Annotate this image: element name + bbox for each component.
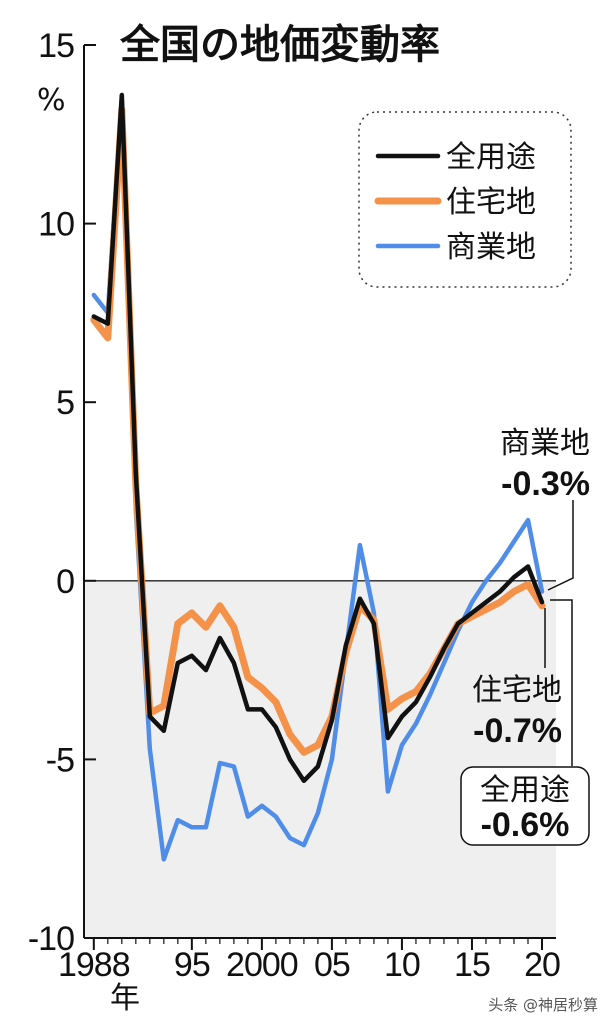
annotation-commercial-leader — [547, 500, 574, 591]
y-tick-label: -10 — [28, 920, 74, 958]
legend-label-2: 商業地 — [446, 230, 536, 265]
annotation-all-use-leader — [550, 599, 573, 766]
x-tick-label: 20 — [524, 946, 560, 984]
x-tick-label: 2000 — [226, 946, 298, 984]
annotation-all-use: 全用途 -0.6% — [460, 599, 590, 846]
legend-label-0: 全用途 — [446, 140, 536, 175]
series-line-2 — [91, 96, 545, 862]
x-tick-label: 05 — [314, 946, 350, 984]
x-tick-label: 10 — [384, 946, 420, 984]
x-tick-label: 95 — [174, 946, 210, 984]
annotation-all-use-box — [460, 766, 590, 846]
annotation-all-use-name: 全用途 — [480, 773, 570, 808]
series-line-0 — [91, 92, 545, 784]
annotation-all-use-value: -0.6% — [481, 806, 570, 844]
y-unit-label: % — [37, 83, 66, 118]
y-tick-label: 10 — [38, 206, 74, 244]
annotation-commercial-name: 商業地 — [500, 426, 590, 461]
series-group — [90, 92, 546, 862]
y-tick-label: 15 — [38, 27, 74, 65]
x-tick-label: 15 — [454, 946, 490, 984]
x-tick-group: 1988 95 2000 05 10 15 20 — [58, 938, 561, 984]
chart-title: 全国の地価変動率 — [119, 22, 440, 68]
annotation-commercial: 商業地 -0.3% — [500, 426, 590, 591]
legend-label-1: 住宅地 — [446, 185, 536, 220]
y-tick-label: -5 — [46, 741, 74, 779]
watermark: 头条 @神居秒算 — [488, 996, 598, 1014]
y-tick-group: 15 10 5 0 -5 -10 — [28, 27, 96, 958]
x-tick-label: 1988 — [58, 946, 130, 984]
annotation-residential-value: -0.7% — [473, 712, 562, 750]
x-unit-label: 年 — [110, 981, 140, 1016]
annotation-commercial-value: -0.3% — [501, 465, 590, 503]
annotation-residential: 住宅地 -0.7% — [472, 608, 562, 750]
annotation-residential-name: 住宅地 — [472, 673, 562, 708]
y-tick-label: 5 — [56, 384, 74, 422]
y-tick-label: 0 — [56, 563, 74, 601]
